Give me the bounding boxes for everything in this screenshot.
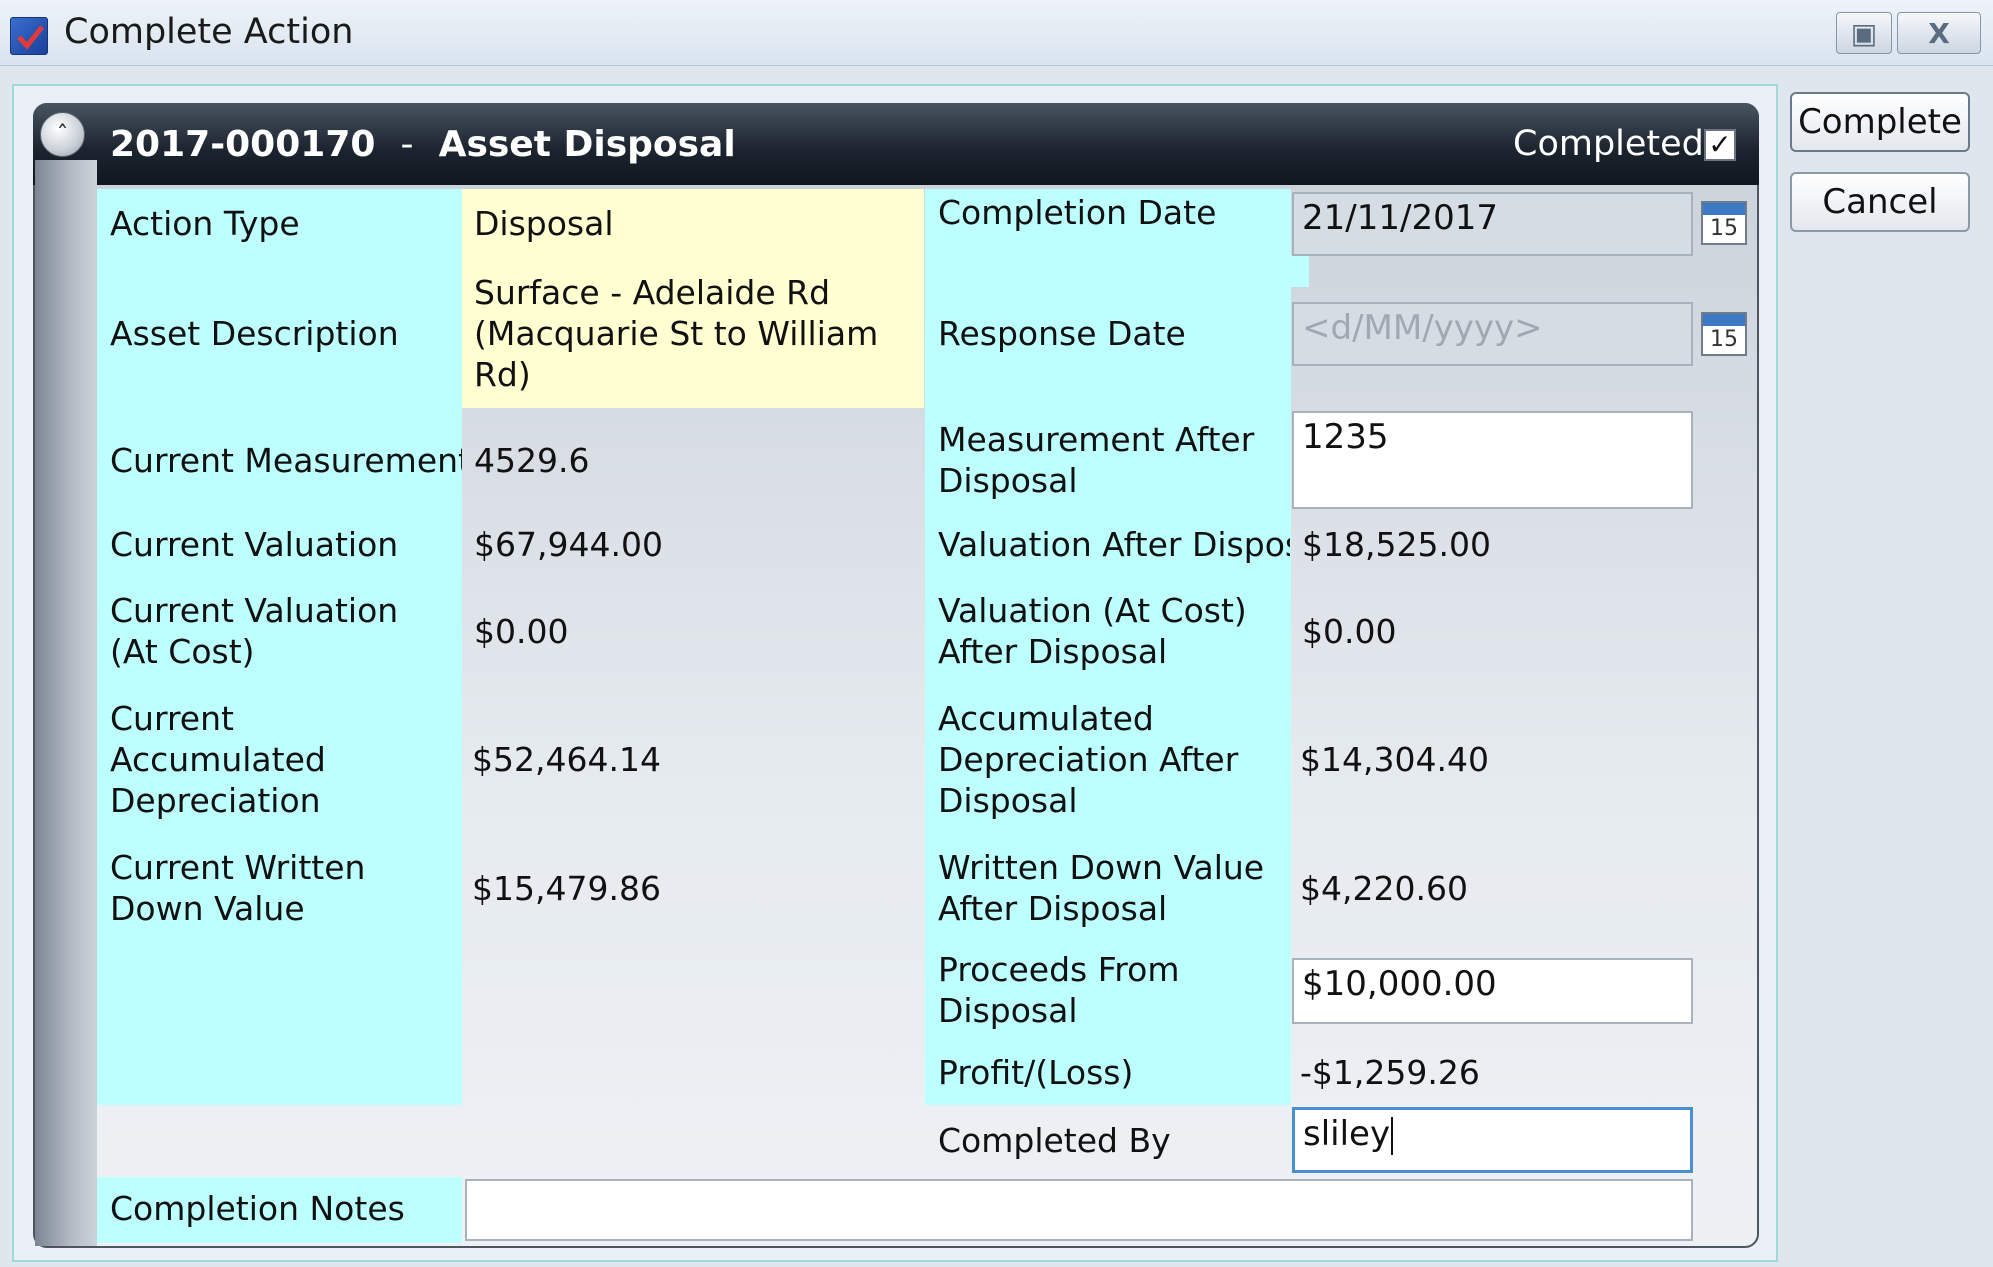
wdv-after-label: Written Down Value After Disposal	[938, 848, 1265, 928]
current-valuation-cost-value: $0.00	[474, 612, 569, 651]
current-measurement-value: 4529.6	[474, 441, 590, 480]
current-wdv-label: Current Written Down Value	[110, 848, 366, 928]
left-label-column	[97, 189, 462, 1105]
valuation-after-label: Valuation After Disposal	[938, 525, 1290, 564]
asset-description-value: Surface - Adelaide Rd (Macquarie St to W…	[474, 273, 879, 394]
completed-label: Completed	[1513, 124, 1704, 164]
calendar-icon	[1703, 203, 1745, 215]
close-icon: X	[1928, 16, 1950, 50]
proceeds-field[interactable]: $10,000.00	[1292, 958, 1693, 1024]
current-valuation-cost-label: Current Valuation (At Cost)	[110, 591, 399, 671]
action-type-value: Disposal	[474, 204, 614, 243]
highlight-block	[462, 189, 924, 408]
chevron-up-icon: ˆ	[56, 120, 69, 149]
accum-dep-after-label: Accumulated Depreciation After Disposal	[938, 699, 1239, 820]
panel-left-strip	[35, 160, 97, 1246]
checkbox-app-icon	[10, 17, 48, 55]
completed-by-label: Completed By	[938, 1121, 1171, 1160]
cancel-button[interactable]: Cancel	[1790, 172, 1970, 232]
current-measurement-label: Current Measurement	[110, 441, 462, 480]
current-valuation-value: $67,944.00	[474, 525, 663, 564]
current-accum-dep-label: Current Accumulated Depreciation	[110, 699, 326, 820]
asset-description-label: Asset Description	[110, 314, 399, 353]
valuation-after-value: $18,525.00	[1302, 525, 1491, 564]
calendar-icon	[1703, 314, 1745, 326]
response-date-calendar-button[interactable]: 15	[1701, 312, 1747, 356]
profit-loss-label: Profit/(Loss)	[938, 1053, 1134, 1092]
panel-header	[33, 103, 1759, 185]
cyan-gap	[1291, 255, 1309, 287]
completed-checkbox[interactable]: ✓	[1704, 129, 1736, 161]
action-title: Asset Disposal	[438, 124, 736, 165]
right-label-column	[925, 189, 1291, 1105]
profit-loss-value: -$1,259.26	[1300, 1053, 1480, 1092]
wdv-after-value: $4,220.60	[1300, 869, 1468, 908]
current-accum-dep-value: $52,464.14	[472, 740, 661, 779]
action-type-label: Action Type	[110, 204, 300, 243]
completion-date-label: Completion Date	[938, 193, 1217, 232]
valuation-cost-after-label: Valuation (At Cost) After Disposal	[938, 591, 1247, 671]
current-wdv-value: $15,479.86	[472, 869, 661, 908]
title-bar	[0, 0, 1993, 66]
measurement-after-label: Measurement After Disposal	[938, 420, 1255, 500]
completion-date-field[interactable]: 21/11/2017	[1292, 192, 1693, 256]
action-id: 2017-000170	[110, 124, 376, 165]
completed-by-field[interactable]: sliley	[1292, 1107, 1693, 1173]
close-button[interactable]: X	[1897, 12, 1981, 54]
title-separator: -	[400, 124, 414, 165]
collapse-button[interactable]: ˆ	[40, 112, 85, 157]
completed-by-value: sliley	[1303, 1114, 1391, 1154]
text-cursor	[1391, 1116, 1394, 1155]
completion-notes-field[interactable]	[465, 1179, 1693, 1241]
proceeds-label: Proceeds From Disposal	[938, 950, 1180, 1030]
valuation-cost-after-value: $0.00	[1302, 612, 1397, 651]
response-date-label: Response Date	[938, 314, 1186, 353]
maximize-button[interactable]: ▣	[1836, 12, 1892, 54]
notes-label-bg	[97, 1177, 462, 1243]
complete-button[interactable]: Complete	[1790, 92, 1970, 152]
current-valuation-label: Current Valuation	[110, 525, 399, 564]
accum-dep-after-value: $14,304.40	[1300, 740, 1489, 779]
restore-icon: ▣	[1850, 16, 1878, 50]
measurement-after-field[interactable]: 1235	[1292, 411, 1693, 509]
window-title: Complete Action	[64, 12, 354, 52]
response-date-field[interactable]: <d/MM/yyyy>	[1292, 302, 1693, 366]
panel-title: 2017-000170 - Asset Disposal	[110, 124, 736, 165]
completion-date-calendar-button[interactable]: 15	[1701, 201, 1747, 245]
completion-notes-label: Completion Notes	[110, 1189, 405, 1228]
